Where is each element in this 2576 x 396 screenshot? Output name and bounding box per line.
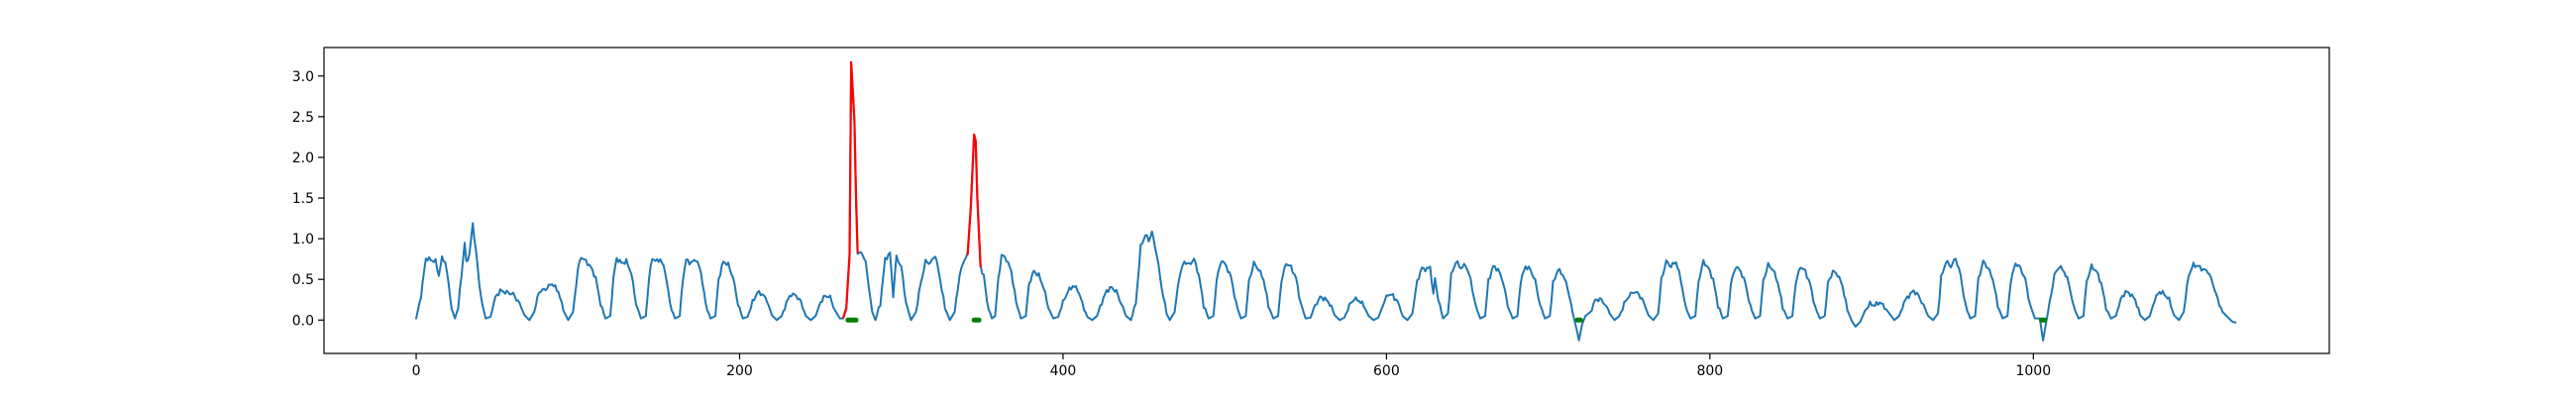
y-tick-label: 2.0 bbox=[292, 150, 314, 166]
x-tick-label: 800 bbox=[1696, 363, 1723, 379]
anomaly-segment bbox=[966, 133, 982, 267]
y-axis-ticks: 0.0 0.5 1.0 1.5 2.0 2.5 3.0 bbox=[292, 69, 324, 329]
y-tick-label: 2.5 bbox=[292, 110, 314, 126]
x-tick-label: 600 bbox=[1373, 363, 1400, 379]
y-tick-label: 0.5 bbox=[292, 272, 314, 288]
x-tick-label: 0 bbox=[412, 363, 421, 379]
anomaly-segment bbox=[841, 60, 859, 319]
x-tick-label: 400 bbox=[1050, 363, 1077, 379]
y-tick-label: 1.0 bbox=[292, 232, 314, 248]
plot-frame bbox=[323, 47, 2330, 354]
x-axis-ticks: 0 200 400 600 800 1000 bbox=[412, 353, 2051, 379]
anomaly-segments bbox=[841, 60, 982, 319]
x-tick-label: 1000 bbox=[2015, 363, 2051, 379]
y-tick-label: 0.0 bbox=[292, 313, 314, 329]
y-tick-label: 3.0 bbox=[292, 69, 314, 85]
y-tick-label: 1.5 bbox=[292, 191, 314, 207]
signal-series-line bbox=[415, 60, 2237, 342]
x-tick-label: 200 bbox=[726, 363, 753, 379]
